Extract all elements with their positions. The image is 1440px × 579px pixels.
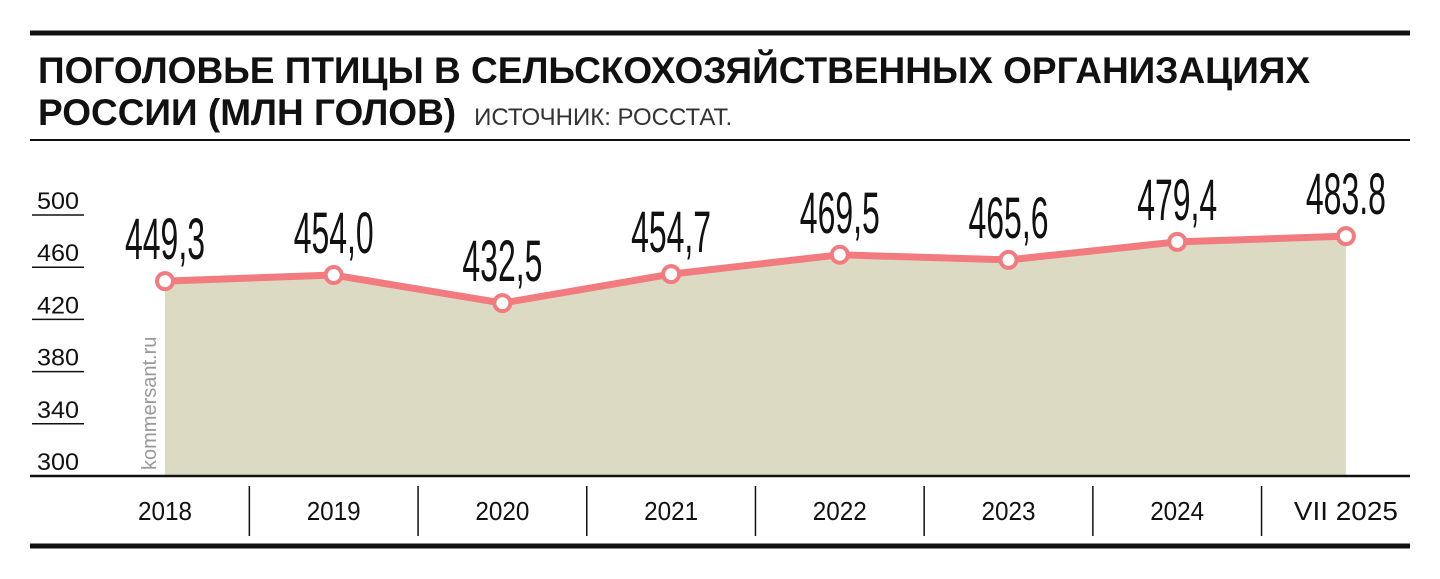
header: ПОГОЛОВЬЕ ПТИЦЫ В СЕЛЬСКОХОЗЯЙСТВЕННЫХ О… bbox=[38, 50, 1338, 139]
value-label: 449,3 bbox=[125, 207, 205, 272]
chart-title: ПОГОЛОВЬЕ ПТИЦЫ В СЕЛЬСКОХОЗЯЙСТВЕННЫХ О… bbox=[38, 50, 1311, 133]
x-tick-label: VII 2025 bbox=[1294, 496, 1398, 526]
x-tick-label: 2021 bbox=[644, 496, 698, 526]
x-tick-label: 2020 bbox=[475, 496, 529, 526]
source: ИСТОЧНИК: РОССТАТ. bbox=[474, 104, 733, 131]
y-tick-label: 460 bbox=[37, 240, 79, 267]
marker bbox=[1335, 226, 1356, 247]
y-tick-label: 420 bbox=[37, 292, 79, 319]
x-tick-label: 2024 bbox=[1150, 496, 1204, 526]
y-tick-label: 300 bbox=[37, 449, 79, 476]
x-tick-label: 2019 bbox=[307, 496, 361, 526]
value-label: 454,7 bbox=[631, 200, 711, 265]
value-label: 479,4 bbox=[1137, 168, 1217, 233]
value-label: 483.8 bbox=[1306, 162, 1386, 227]
value-label: 454,0 bbox=[294, 201, 374, 266]
watermark: kommersant.ru bbox=[139, 337, 161, 470]
marker bbox=[829, 244, 850, 265]
y-tick-label: 380 bbox=[37, 345, 79, 372]
x-tick-label: 2018 bbox=[138, 496, 192, 526]
marker bbox=[1167, 231, 1188, 252]
y-tick-label: 340 bbox=[37, 397, 79, 424]
marker bbox=[155, 271, 175, 292]
value-label: 432,5 bbox=[462, 229, 542, 294]
value-label: 465,6 bbox=[969, 186, 1049, 251]
marker bbox=[323, 265, 344, 286]
y-tick-label: 500 bbox=[37, 188, 79, 215]
value-label: 469,5 bbox=[800, 181, 880, 246]
marker bbox=[492, 293, 513, 314]
marker bbox=[998, 249, 1019, 270]
x-tick-label: 2022 bbox=[813, 496, 867, 526]
line bbox=[164, 232, 1347, 307]
marker bbox=[661, 264, 682, 285]
x-tick-label: 2023 bbox=[982, 496, 1036, 526]
